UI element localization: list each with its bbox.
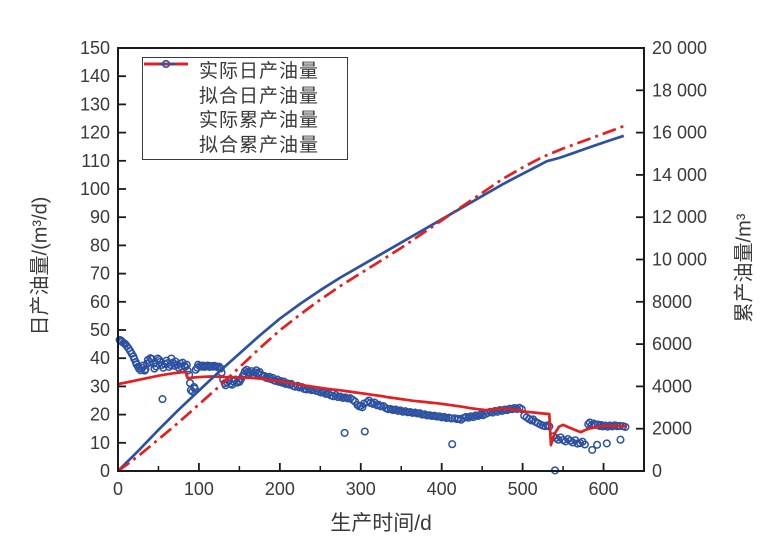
x-tick-label: 100: [184, 479, 214, 499]
legend-label: 拟合日产油量: [199, 85, 320, 107]
scatter-point: [340, 428, 349, 437]
legend: 实际日产油量 拟合日产油量 实际累产油量 拟合累产油量: [142, 57, 348, 160]
scatter-point: [358, 403, 367, 412]
scatter-point: [580, 440, 589, 449]
y-right-tick-label: 18 000: [652, 80, 707, 100]
cumulative-line: [117, 134, 625, 472]
y-left-tick-label: 150: [80, 38, 110, 58]
y-left-tick-label: 30: [90, 376, 110, 396]
y-left-tick-label: 50: [90, 320, 110, 340]
scatter-point: [164, 362, 174, 371]
x-axis-title: 生产时间/d: [330, 512, 432, 535]
scatter-point: [190, 384, 199, 393]
legend-item-fitted-cumulative: 拟合累产油量: [143, 62, 347, 157]
y-left-tick-label: 140: [80, 66, 110, 86]
x-tick-label: 300: [346, 479, 376, 499]
y-right-tick-label: 8000: [652, 292, 692, 312]
y-right-tick-label: 12 000: [652, 207, 707, 227]
scatter-point: [593, 440, 602, 449]
legend-label: 实际累产油量: [199, 110, 320, 132]
y-left-tick-label: 90: [90, 207, 110, 227]
legend-label: 实际日产油量: [199, 61, 320, 83]
y-right-tick-label: 0: [652, 461, 662, 481]
scatter-point: [360, 427, 369, 436]
scatter-point: [368, 399, 377, 408]
y-right-tick-label: 10 000: [652, 250, 707, 270]
legend-item-fitted-daily: 拟合日产油量: [143, 62, 347, 108]
x-tick-label: 0: [113, 479, 123, 499]
y-left-tick-label: 20: [90, 405, 110, 425]
scatter-point: [616, 435, 625, 444]
scatter-point: [158, 395, 167, 404]
y-left-tick-label: 100: [80, 179, 110, 199]
y-left-tick-label: 60: [90, 292, 110, 312]
x-tick-label: 600: [589, 479, 619, 499]
y-right-tick-label: 6000: [652, 334, 692, 354]
scatter-point: [561, 437, 570, 446]
x-tick-label: 500: [508, 479, 538, 499]
x-tick-label: 200: [265, 479, 295, 499]
y-left-tick-label: 120: [80, 123, 110, 143]
scatter-point: [147, 354, 157, 364]
y-left-tick-label: 40: [90, 348, 110, 368]
scatter-point: [602, 439, 611, 448]
y-left-tick-label: 130: [80, 94, 110, 114]
legend-label: 拟合累产油量: [199, 134, 320, 156]
left-axis-title: 日产油量/(m³/d): [29, 196, 52, 336]
scatter-point: [554, 435, 563, 444]
y-right-tick-label: 14 000: [652, 165, 707, 185]
scatter-point: [588, 445, 597, 454]
cumulative-line: [117, 123, 627, 473]
y-left-tick-label: 110: [81, 151, 110, 171]
y-right-tick-label: 16 000: [652, 123, 707, 143]
y-left-tick-label: 80: [90, 235, 110, 255]
scatter-point: [141, 365, 150, 374]
scatter-point: [185, 378, 195, 388]
x-tick-label: 400: [427, 479, 457, 499]
y-right-tick-label: 2000: [652, 419, 692, 439]
legend-item-actual-cumulative: 实际累产油量: [143, 62, 347, 132]
scatter-point: [159, 363, 168, 372]
y-left-tick-label: 70: [90, 264, 110, 284]
y-right-tick-label: 4000: [652, 376, 692, 396]
y-left-tick-label: 10: [90, 433, 110, 453]
right-axis-title: 累产油量/m³: [733, 213, 756, 323]
y-right-tick-label: 20 000: [652, 38, 707, 58]
y-left-tick-label: 0: [100, 461, 110, 481]
scatter-point: [448, 440, 457, 449]
daily-fit-line: [117, 370, 627, 447]
